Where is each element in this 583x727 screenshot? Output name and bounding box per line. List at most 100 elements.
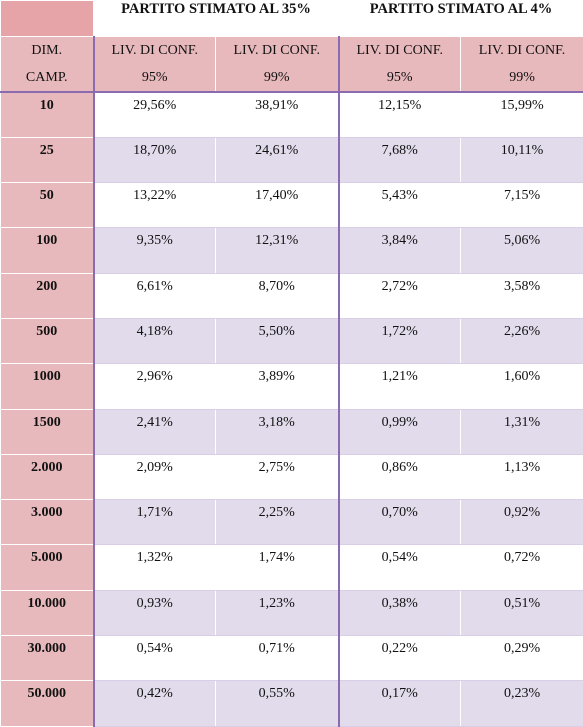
sample-size-cell: 3.000 — [1, 500, 94, 545]
conf-header-4-95: LIV. DI CONF. 95% — [339, 37, 461, 93]
dim-camp-header: DIM. CAMP. — [1, 37, 94, 93]
margin-4-99-cell: 0,29% — [461, 636, 583, 681]
margin-4-95-cell: 0,17% — [339, 681, 461, 726]
margin-35-99-cell: 3,18% — [216, 409, 339, 454]
conf-label: LIV. DI CONF. — [216, 37, 338, 64]
margin-35-99-cell: 1,74% — [216, 545, 339, 590]
conf-label: LIV. DI CONF. — [340, 37, 461, 64]
margin-35-95-cell: 0,93% — [94, 590, 216, 635]
margin-4-99-cell: 5,06% — [461, 228, 583, 273]
margin-4-95-cell: 1,21% — [339, 364, 461, 409]
group-header-row: PARTITO STIMATO AL 35% PARTITO STIMATO A… — [1, 1, 583, 37]
conf-header-35-95: LIV. DI CONF. 95% — [94, 37, 216, 93]
margin-35-99-cell: 2,25% — [216, 500, 339, 545]
sample-size-cell: 10 — [1, 92, 94, 137]
margin-35-95-cell: 2,09% — [94, 454, 216, 499]
margin-4-95-cell: 0,99% — [339, 409, 461, 454]
sample-size-cell: 30.000 — [1, 636, 94, 681]
margin-35-99-cell: 24,61% — [216, 137, 339, 182]
margin-4-95-cell: 1,72% — [339, 318, 461, 363]
margin-35-99-cell: 38,91% — [216, 92, 339, 137]
sample-size-cell: 1500 — [1, 409, 94, 454]
margin-35-95-cell: 1,71% — [94, 500, 216, 545]
group-header-4: PARTITO STIMATO AL 4% — [339, 1, 583, 37]
margin-4-99-cell: 2,26% — [461, 318, 583, 363]
margin-4-99-cell: 3,58% — [461, 273, 583, 318]
margin-35-95-cell: 2,96% — [94, 364, 216, 409]
margin-35-99-cell: 5,50% — [216, 318, 339, 363]
margin-4-99-cell: 0,23% — [461, 681, 583, 726]
margin-4-95-cell: 12,15% — [339, 92, 461, 137]
margin-4-99-cell: 0,72% — [461, 545, 583, 590]
margin-4-99-cell: 1,60% — [461, 364, 583, 409]
margin-35-99-cell: 1,23% — [216, 590, 339, 635]
margin-35-95-cell: 6,61% — [94, 273, 216, 318]
margin-35-95-cell: 29,56% — [94, 92, 216, 137]
margin-4-95-cell: 0,54% — [339, 545, 461, 590]
margin-35-95-cell: 0,42% — [94, 681, 216, 726]
margin-35-95-cell: 2,41% — [94, 409, 216, 454]
sample-size-cell: 2.000 — [1, 454, 94, 499]
sample-size-cell: 100 — [1, 228, 94, 273]
margin-35-95-cell: 18,70% — [94, 137, 216, 182]
dim-label: DIM. — [1, 37, 93, 64]
corner-cell — [1, 1, 94, 37]
sample-size-cell: 5.000 — [1, 545, 94, 590]
margin-35-99-cell: 8,70% — [216, 273, 339, 318]
margin-4-95-cell: 5,43% — [339, 183, 461, 228]
sample-size-cell: 200 — [1, 273, 94, 318]
margin-35-95-cell: 1,32% — [94, 545, 216, 590]
margin-4-99-cell: 1,13% — [461, 454, 583, 499]
margin-35-95-cell: 9,35% — [94, 228, 216, 273]
margin-35-99-cell: 3,89% — [216, 364, 339, 409]
margin-4-99-cell: 0,92% — [461, 500, 583, 545]
sample-size-cell: 50 — [1, 183, 94, 228]
margin-4-99-cell: 7,15% — [461, 183, 583, 228]
margin-35-99-cell: 0,71% — [216, 636, 339, 681]
conf-level: 99% — [461, 64, 583, 91]
margin-35-95-cell: 13,22% — [94, 183, 216, 228]
margin-4-99-cell: 10,11% — [461, 137, 583, 182]
margin-35-99-cell: 17,40% — [216, 183, 339, 228]
margin-4-95-cell: 0,86% — [339, 454, 461, 499]
margin-35-95-cell: 4,18% — [94, 318, 216, 363]
sample-size-cell: 1000 — [1, 364, 94, 409]
conf-label: LIV. DI CONF. — [461, 37, 583, 64]
sample-size-cell: 25 — [1, 137, 94, 182]
conf-level: 95% — [340, 64, 461, 91]
sample-size-cell: 10.000 — [1, 590, 94, 635]
conf-level: 99% — [216, 64, 338, 91]
conf-level: 95% — [95, 64, 216, 91]
group-header-35: PARTITO STIMATO AL 35% — [94, 1, 339, 37]
table-header: PARTITO STIMATO AL 35% PARTITO STIMATO A… — [1, 1, 583, 93]
margin-4-95-cell: 0,70% — [339, 500, 461, 545]
conf-header-35-99: LIV. DI CONF. 99% — [216, 37, 339, 93]
subheader-row: DIM. CAMP. LIV. DI CONF. 95% LIV. DI CON… — [1, 37, 583, 93]
margin-35-99-cell: 12,31% — [216, 228, 339, 273]
margin-4-95-cell: 0,22% — [339, 636, 461, 681]
margin-35-99-cell: 2,75% — [216, 454, 339, 499]
margin-4-99-cell: 15,99% — [461, 92, 583, 137]
margin-4-99-cell: 0,51% — [461, 590, 583, 635]
margin-4-95-cell: 3,84% — [339, 228, 461, 273]
sample-size-cell: 500 — [1, 318, 94, 363]
margin-4-99-cell: 1,31% — [461, 409, 583, 454]
sample-size-cell: 50.000 — [1, 681, 94, 726]
margin-4-95-cell: 7,68% — [339, 137, 461, 182]
